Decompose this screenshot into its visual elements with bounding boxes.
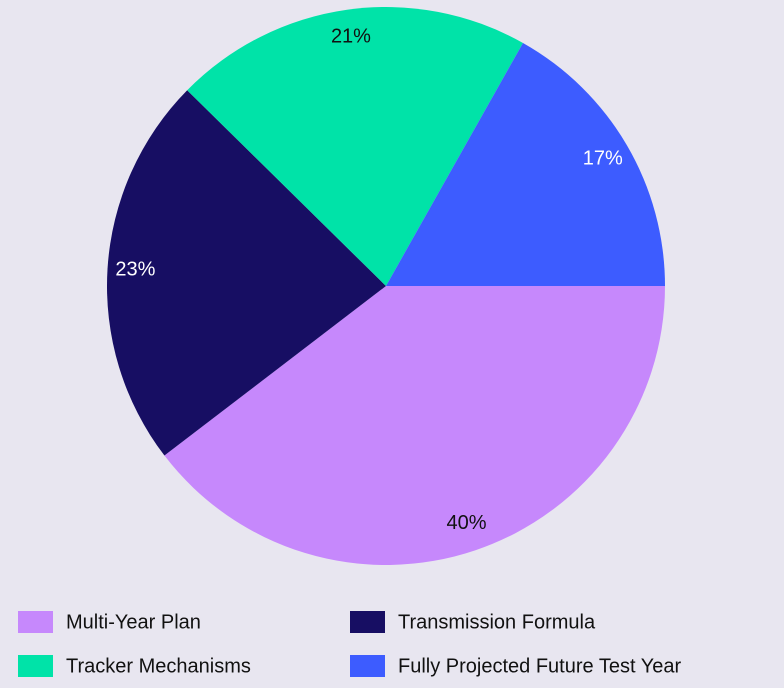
legend-label: Fully Projected Future Test Year xyxy=(398,655,681,677)
slice-label: 40% xyxy=(447,512,487,534)
legend-label: Tracker Mechanisms xyxy=(66,655,251,677)
pie-slice xyxy=(164,286,665,565)
legend-swatch xyxy=(18,655,53,677)
pie-slice xyxy=(386,42,665,286)
legend-swatch xyxy=(350,655,385,677)
legend-swatch xyxy=(350,611,385,633)
slice-label: 21% xyxy=(331,26,371,48)
legend-label: Transmission Formula xyxy=(398,611,596,633)
pie-slice xyxy=(187,6,523,287)
legend-label: Multi-Year Plan xyxy=(66,611,201,633)
pie-slice xyxy=(106,90,387,456)
slice-label: 17% xyxy=(583,148,623,170)
legend-swatch xyxy=(18,611,53,633)
slice-label: 23% xyxy=(115,259,155,281)
